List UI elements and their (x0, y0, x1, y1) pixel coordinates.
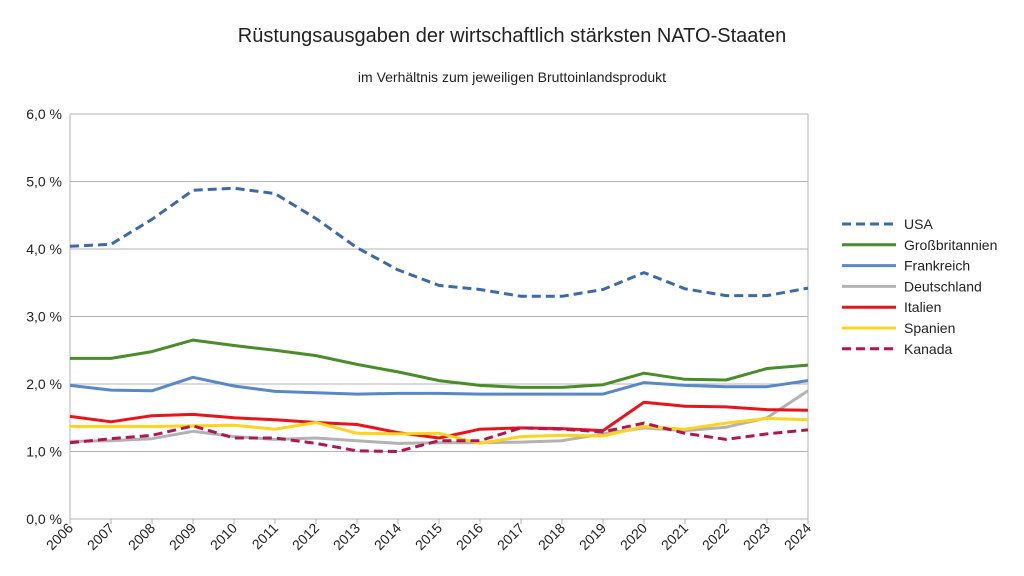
legend-label: Deutschland (904, 278, 982, 294)
series-line-spanien (70, 416, 809, 445)
y-tick-label: 4,0 % (26, 241, 62, 257)
x-tick-labels: 2006 2007 2008 2009 2010 2011 2012 2013 2014 2015… (43, 520, 814, 553)
x-tick-label: 2015 (412, 520, 445, 553)
x-tick-label: 2009 (166, 520, 199, 553)
x-tick-label: 2024 (781, 520, 814, 553)
y-tick-label: 3,0 % (26, 309, 62, 325)
x-tick-label: 2017 (494, 520, 527, 553)
x-tick-label: 2008 (125, 520, 158, 553)
legend-label: Großbritannien (904, 237, 997, 253)
y-tick-label: 6,0 % (26, 106, 62, 122)
axes (69, 114, 809, 524)
x-tick-label: 2019 (576, 520, 609, 553)
x-tick-label: 2020 (617, 520, 650, 553)
series-lines (69, 186, 809, 453)
x-tick-label: 2022 (699, 520, 732, 553)
x-tick-label: 2023 (740, 520, 773, 553)
chart-title: Rüstungsausgaben der wirtschaftlich stär… (238, 25, 786, 47)
x-tick-label: 2010 (207, 520, 240, 553)
y-tick-labels: 0,0 % 1,0 % 2,0 % 3,0 % 4,0 % 5,0 % 6,0 % (26, 106, 62, 527)
series-line-großbritannien (70, 338, 809, 389)
legend-label: Italien (904, 299, 941, 315)
y-tick-label: 1,0 % (26, 444, 62, 460)
y-tick-label: 2,0 % (26, 376, 62, 392)
x-tick-label: 2021 (658, 520, 691, 553)
legend-label: Spanien (904, 320, 955, 336)
legend-label: USA (904, 216, 933, 232)
y-tick-label: 5,0 % (26, 174, 62, 190)
x-tick-label: 2013 (330, 520, 363, 553)
y-tick-label: 0,0 % (26, 511, 62, 527)
x-tick-label: 2012 (289, 520, 322, 553)
series-line-kanada (69, 421, 809, 453)
x-tick-label: 2011 (249, 520, 282, 553)
legend-label: Kanada (904, 341, 952, 357)
legend-label: Frankreich (904, 258, 970, 274)
gridlines (70, 113, 808, 520)
series-line-frankreich (69, 375, 809, 396)
x-tick-label: 2018 (535, 520, 568, 553)
legend: USA Großbritannien Frankreich Deutschland It… (842, 216, 997, 357)
x-tick-label: 2007 (84, 520, 117, 553)
chart-subtitle: im Verhältnis zum jeweiligen Bruttoinlan… (358, 69, 666, 85)
series-line-italien (69, 400, 809, 440)
series-line-usa (69, 186, 809, 298)
x-tick-label: 2014 (371, 520, 404, 553)
x-tick-label: 2016 (453, 520, 486, 553)
